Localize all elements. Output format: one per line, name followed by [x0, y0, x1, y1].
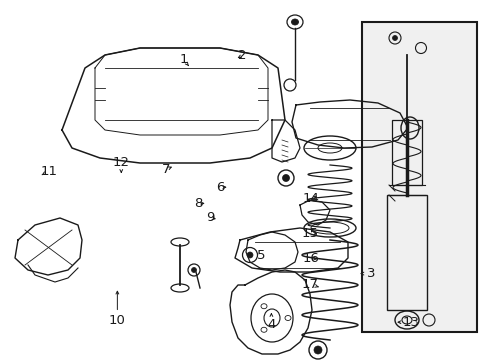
Text: 17: 17 — [302, 278, 318, 291]
Text: 16: 16 — [302, 252, 318, 265]
Text: 4: 4 — [266, 318, 275, 330]
Text: 13: 13 — [402, 316, 418, 329]
Text: 8: 8 — [193, 197, 202, 210]
Text: 5: 5 — [257, 249, 265, 262]
Bar — [386, 195, 426, 310]
Ellipse shape — [282, 175, 289, 181]
Text: 15: 15 — [302, 227, 318, 240]
Text: 9: 9 — [205, 211, 214, 224]
Bar — [361, 22, 476, 332]
Ellipse shape — [246, 252, 252, 258]
Ellipse shape — [392, 36, 397, 41]
Text: 14: 14 — [302, 192, 318, 204]
Ellipse shape — [191, 267, 196, 273]
Text: 2: 2 — [237, 49, 246, 62]
Text: 3: 3 — [366, 267, 375, 280]
Ellipse shape — [313, 346, 321, 354]
Text: 10: 10 — [109, 314, 125, 327]
Text: 1: 1 — [179, 53, 187, 66]
Text: 6: 6 — [215, 181, 224, 194]
Ellipse shape — [291, 19, 298, 25]
Bar — [391, 120, 421, 185]
Text: 12: 12 — [113, 156, 129, 168]
Text: 11: 11 — [41, 165, 57, 177]
Text: 7: 7 — [162, 163, 170, 176]
